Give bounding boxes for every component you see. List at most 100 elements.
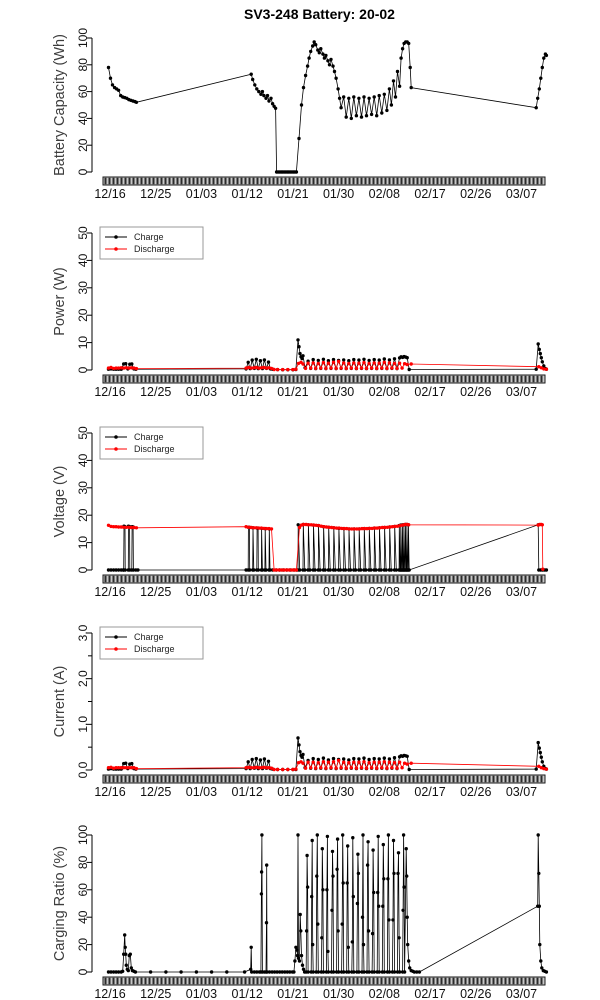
data-point [331, 360, 336, 364]
rug-tick [300, 177, 303, 185]
data-point [370, 526, 374, 531]
data-point [244, 766, 248, 770]
rug-tick [520, 775, 523, 783]
data-point [396, 871, 400, 876]
rug-tick [196, 177, 199, 185]
data-point [114, 766, 118, 770]
rug-tick [184, 575, 187, 583]
rug-tick [256, 375, 259, 383]
rug-tick [536, 775, 539, 783]
x-tick-label: 01/03 [186, 585, 217, 599]
rug-tick [400, 977, 403, 985]
rug-tick [364, 375, 367, 383]
rug-tick [260, 775, 263, 783]
rug-tick [276, 177, 279, 185]
data-point [385, 525, 390, 529]
data-point [397, 84, 402, 88]
data-point [539, 959, 543, 963]
data-point [390, 525, 395, 529]
data-point [320, 847, 324, 851]
data-point [312, 523, 316, 527]
data-point [332, 526, 336, 530]
rug-tick [368, 977, 371, 985]
data-point [383, 525, 387, 530]
rug-tick [340, 575, 343, 583]
rug-tick [108, 775, 111, 783]
rug-tick [260, 177, 263, 185]
data-point [353, 568, 358, 572]
data-point [249, 766, 253, 770]
data-point [264, 921, 269, 925]
data-point [301, 362, 305, 366]
rug-tick [204, 177, 207, 185]
data-point [247, 525, 251, 529]
rug-tick [444, 775, 447, 783]
data-point [257, 526, 261, 530]
rug-tick [408, 977, 411, 985]
y-tick-label: 60 [76, 85, 90, 99]
data-point [362, 970, 366, 974]
data-point [244, 366, 248, 370]
rug-tick [180, 977, 183, 985]
rug-tick [352, 177, 355, 185]
rug-tick [224, 375, 227, 383]
rug-tick [316, 775, 319, 783]
y-tick-label: 0 [76, 366, 90, 373]
data-point [355, 527, 359, 531]
data-point [273, 106, 278, 111]
data-point [359, 366, 364, 370]
data-point [402, 761, 407, 765]
data-point [266, 360, 271, 364]
data-point [269, 366, 274, 371]
data-point [330, 849, 335, 854]
x-tick-label: 12/25 [140, 385, 171, 399]
y-tick-label: 0.0 [76, 761, 90, 778]
data-point [109, 765, 113, 769]
data-point [339, 526, 344, 531]
rug-tick [280, 177, 283, 185]
data-point [116, 766, 121, 770]
data-point [121, 969, 125, 973]
rug-tick [216, 575, 219, 583]
rug-tick [320, 977, 323, 985]
rug-tick [304, 775, 307, 783]
data-point [301, 761, 305, 765]
data-point [267, 99, 271, 103]
data-point [346, 844, 350, 848]
rug-tick [308, 375, 311, 383]
y-tick-label: 80 [76, 855, 90, 869]
rug-tick [540, 775, 543, 783]
data-point [311, 44, 315, 48]
rug-tick [272, 575, 275, 583]
data-point [326, 949, 330, 954]
data-point [321, 357, 326, 361]
data-point [349, 366, 353, 370]
rug-tick [268, 575, 271, 583]
rug-tick [160, 575, 163, 583]
legend-box [99, 426, 204, 460]
data-point [372, 760, 376, 764]
data-point [352, 756, 356, 761]
rug-tick [456, 177, 459, 185]
data-point [130, 362, 134, 366]
rug-tick [364, 977, 367, 985]
rug-tick [108, 977, 111, 985]
data-point [395, 366, 399, 371]
data-point [295, 948, 299, 952]
rug-tick [372, 775, 375, 783]
data-point [377, 757, 381, 761]
rug-tick [464, 977, 467, 985]
data-point [321, 756, 326, 760]
data-point [134, 766, 139, 771]
rug-tick [184, 977, 187, 985]
data-point [281, 367, 285, 372]
rug-tick [520, 575, 523, 583]
data-point [392, 756, 397, 760]
data-point [265, 93, 270, 98]
rug-tick [188, 177, 191, 185]
data-point [111, 525, 116, 529]
rug-tick [440, 575, 443, 583]
data-point [336, 359, 341, 364]
rug-tick [348, 575, 351, 583]
